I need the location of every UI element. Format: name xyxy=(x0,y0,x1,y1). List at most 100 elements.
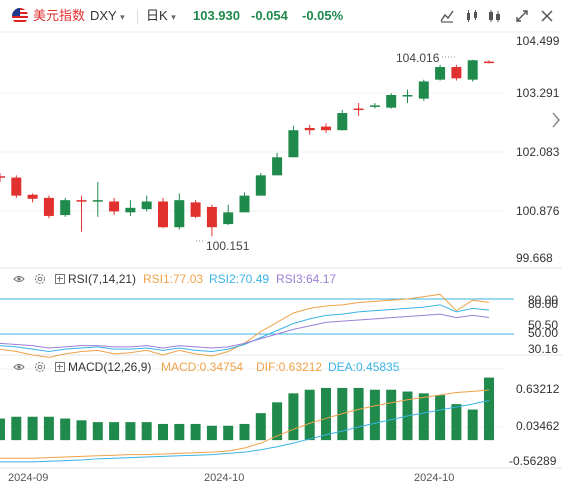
close-icon xyxy=(541,10,553,22)
candle-body xyxy=(402,95,413,97)
gear-icon[interactable] xyxy=(34,273,46,285)
macd-bar xyxy=(158,423,168,441)
candle-body xyxy=(239,195,250,213)
period-selector[interactable]: 日K ▾ xyxy=(146,7,176,26)
compare-icon xyxy=(489,10,500,22)
candlestick-series xyxy=(0,59,494,237)
fullscreen-icon xyxy=(516,10,528,22)
candle-body xyxy=(418,81,429,99)
rsi-tick: 80.00 xyxy=(528,293,559,307)
us-flag-icon xyxy=(12,8,28,24)
fullscreen-button[interactable] xyxy=(512,6,532,26)
macd-bar xyxy=(109,422,120,441)
eye-icon[interactable] xyxy=(13,361,25,373)
macd-bar xyxy=(386,389,397,441)
candle-body xyxy=(190,202,201,217)
macd-tick: 0.03462 xyxy=(516,419,560,433)
symbol-selector[interactable]: DXY ▾ xyxy=(90,7,125,26)
compare-button[interactable] xyxy=(485,6,505,26)
macd-bar xyxy=(321,387,331,441)
candle-body xyxy=(174,200,185,228)
macd-bar xyxy=(141,422,152,441)
drawing-tool-icon xyxy=(440,10,454,23)
candle-body xyxy=(484,61,494,64)
price-tick: 102.083 xyxy=(516,145,560,159)
indicator-button[interactable] xyxy=(462,6,482,26)
macd-bar xyxy=(484,377,494,441)
candle-body xyxy=(369,105,380,107)
period-label: 日K xyxy=(146,8,168,23)
dea-value: DEA:0.45835 xyxy=(328,360,400,374)
candle-body xyxy=(92,200,103,202)
macd-bar xyxy=(43,416,54,441)
price-change-percent: -0.05% xyxy=(302,8,344,23)
candle-body xyxy=(353,108,364,111)
low-annotation: 100.151 xyxy=(206,239,250,253)
candle-body xyxy=(60,200,71,216)
symbol-name[interactable]: 美元指数 xyxy=(33,8,86,23)
candle-body xyxy=(43,197,54,216)
chevron-down-icon: ▾ xyxy=(120,12,125,22)
rsi-line-rsi2 xyxy=(0,304,490,353)
rsi3-value: RSI3:64.17 xyxy=(276,272,337,286)
macd-bar xyxy=(451,404,462,441)
indicator-box-icon[interactable] xyxy=(55,362,65,372)
rsi-title: RSI(7,14,21) xyxy=(68,272,137,286)
candle-body xyxy=(272,157,283,176)
macd-bar xyxy=(353,387,364,441)
candle-body xyxy=(223,212,234,225)
macd-bar xyxy=(60,418,71,441)
candle-body xyxy=(206,206,217,228)
price-tick: 99.668 xyxy=(516,251,553,265)
candle-body xyxy=(321,126,331,131)
macd-value: MACD:0.34754 xyxy=(161,360,244,374)
macd-title: MACD(12,26,9) xyxy=(68,360,152,374)
indicator-box-icon[interactable] xyxy=(55,274,65,284)
rsi2-value: RSI2:70.49 xyxy=(209,272,270,286)
chevron-right-icon[interactable] xyxy=(550,110,562,130)
date-tick: 2024-09 xyxy=(8,472,49,484)
macd-series xyxy=(0,377,494,463)
candle-body xyxy=(451,67,462,79)
macd-bar xyxy=(174,423,185,441)
close-button[interactable] xyxy=(537,6,557,26)
rsi-tick: 50.00 xyxy=(528,326,559,340)
indicator-icon xyxy=(467,10,477,22)
macd-bar xyxy=(272,402,283,441)
eye-icon[interactable] xyxy=(13,273,25,285)
macd-bar xyxy=(223,425,234,441)
candle-body xyxy=(158,201,168,228)
candle-body xyxy=(255,175,266,196)
macd-bar xyxy=(467,409,478,441)
macd-bar xyxy=(190,423,201,441)
rsi-tick: 30.16 xyxy=(528,342,559,356)
drawing-tool-button[interactable] xyxy=(437,6,457,26)
rsi-tick: 50.50 xyxy=(528,318,559,332)
dif-value: DIF:0.63212 xyxy=(256,360,323,374)
candle-body xyxy=(0,176,5,178)
candle-body xyxy=(386,95,397,108)
macd-bar xyxy=(435,395,446,441)
macd-bar xyxy=(0,418,5,441)
macd-tick: 0.63212 xyxy=(516,382,560,396)
macd-bar xyxy=(92,422,103,441)
candle-body xyxy=(435,67,446,80)
price-tick: 104.499 xyxy=(516,34,560,48)
price-tick: 103.291 xyxy=(516,86,560,100)
macd-tick: -0.56289 xyxy=(509,454,557,468)
gear-icon[interactable] xyxy=(34,361,46,373)
macd-bar xyxy=(369,389,380,441)
candle-body xyxy=(141,201,152,210)
price-change: -0.054 xyxy=(251,8,288,23)
candle-body xyxy=(11,177,22,196)
price-tick: 100.876 xyxy=(516,204,560,218)
toolbar: 美元指数 DXY ▾ 日K ▾ 103.930 -0.054 -0.05% xyxy=(0,0,562,32)
candle-body xyxy=(304,127,315,131)
rsi1-value: RSI1:77.03 xyxy=(143,272,204,286)
rsi-series xyxy=(0,293,490,358)
macd-bar xyxy=(255,413,266,441)
macd-bar xyxy=(418,393,429,441)
candle-body xyxy=(288,130,299,158)
candle-body xyxy=(125,207,136,213)
